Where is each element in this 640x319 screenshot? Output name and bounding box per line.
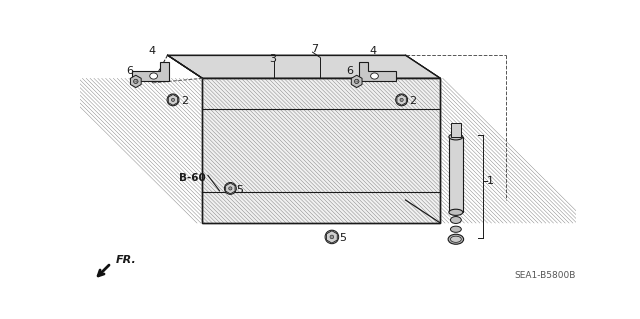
Ellipse shape — [371, 73, 378, 79]
Text: 6: 6 — [127, 66, 134, 76]
Ellipse shape — [355, 79, 359, 84]
Text: 7: 7 — [311, 44, 318, 54]
Ellipse shape — [325, 230, 339, 244]
Ellipse shape — [396, 94, 408, 106]
Text: 4: 4 — [148, 46, 156, 56]
Ellipse shape — [451, 236, 461, 242]
Ellipse shape — [451, 217, 461, 224]
Text: 2: 2 — [410, 96, 417, 107]
Text: 5: 5 — [237, 185, 244, 195]
Polygon shape — [202, 78, 440, 223]
Ellipse shape — [150, 73, 157, 79]
Polygon shape — [132, 62, 169, 81]
Ellipse shape — [448, 234, 463, 244]
Polygon shape — [131, 75, 141, 87]
Ellipse shape — [400, 98, 403, 101]
Text: 3: 3 — [269, 54, 276, 64]
Ellipse shape — [228, 187, 232, 190]
Ellipse shape — [225, 182, 236, 194]
Text: 4: 4 — [369, 46, 376, 56]
Text: FR.: FR. — [116, 255, 136, 265]
Polygon shape — [226, 183, 235, 194]
Text: SEA1-B5800B: SEA1-B5800B — [514, 271, 575, 280]
Ellipse shape — [330, 235, 333, 239]
Text: 1: 1 — [487, 176, 494, 186]
Polygon shape — [351, 75, 362, 87]
Text: B-60: B-60 — [179, 174, 206, 183]
Ellipse shape — [451, 226, 461, 232]
Polygon shape — [406, 55, 440, 223]
Ellipse shape — [167, 94, 179, 106]
Bar — [449, 137, 463, 212]
Polygon shape — [326, 231, 337, 243]
Text: 6: 6 — [347, 66, 354, 76]
Ellipse shape — [449, 209, 463, 215]
Ellipse shape — [449, 134, 463, 140]
Text: 5: 5 — [339, 234, 346, 243]
Polygon shape — [359, 62, 396, 81]
Polygon shape — [168, 94, 178, 105]
Text: 2: 2 — [180, 96, 188, 107]
Ellipse shape — [134, 79, 138, 84]
Bar — [451, 123, 461, 137]
Polygon shape — [168, 55, 440, 78]
Polygon shape — [397, 94, 406, 105]
Ellipse shape — [172, 98, 175, 101]
